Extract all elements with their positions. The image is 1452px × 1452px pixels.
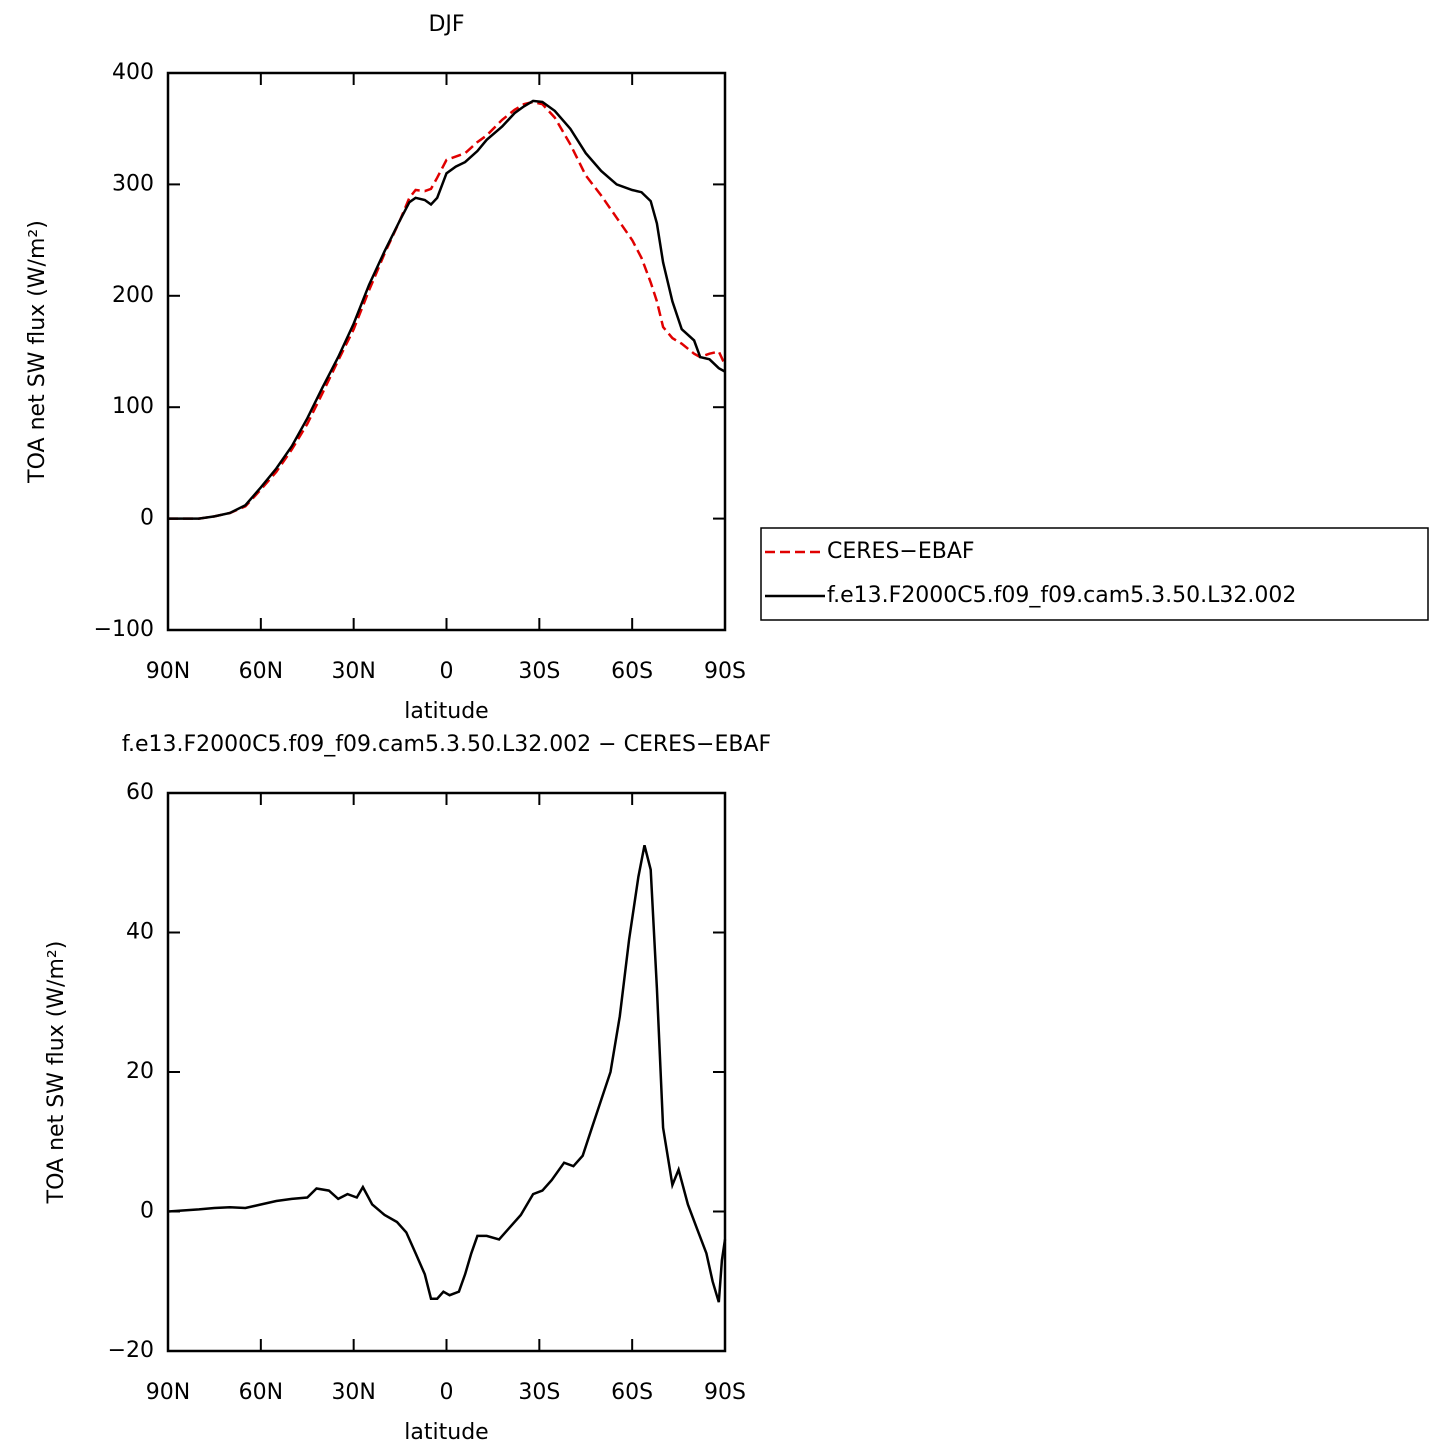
y-axis-label: TOA net SW flux (W/m²)	[44, 941, 69, 1205]
x-tick-label: 0	[440, 1380, 454, 1405]
x-tick-label: 30N	[331, 1380, 375, 1405]
x-tick-label: 90S	[704, 659, 746, 684]
legend-box	[760, 527, 1429, 621]
y-tick-label: 300	[112, 171, 154, 196]
x-tick-label: 30S	[518, 659, 560, 684]
y-tick-label: 0	[140, 506, 154, 531]
y-tick-label: 100	[112, 394, 154, 419]
x-tick-label: 30S	[518, 1380, 560, 1405]
y-tick-label: 40	[126, 920, 154, 945]
x-tick-label: 90N	[146, 1380, 190, 1405]
y-tick-label: 400	[112, 60, 154, 85]
y-tick-label: 200	[112, 283, 154, 308]
series-line	[168, 100, 727, 520]
plot-frame	[166, 791, 727, 1353]
x-tick-label: 60N	[239, 1380, 283, 1405]
x-tick-label: 30N	[331, 659, 375, 684]
y-tick-label: −100	[94, 617, 154, 642]
series-line	[168, 99, 726, 520]
plot-frame	[166, 71, 727, 632]
chart-title: DJF	[428, 12, 464, 37]
y-tick-label: 0	[140, 1199, 154, 1224]
y-tick-label: 20	[126, 1059, 154, 1084]
chart-title: f.e13.F2000C5.f09_f09.cam5.3.50.L32.002 …	[122, 732, 771, 757]
x-tick-label: 60S	[611, 659, 653, 684]
legend-label: f.e13.F2000C5.f09_f09.cam5.3.50.L32.002	[827, 583, 1296, 608]
x-tick-label: 60S	[611, 1380, 653, 1405]
x-tick-label: 0	[440, 659, 454, 684]
y-tick-label: 60	[126, 780, 154, 805]
x-axis-label: latitude	[404, 699, 488, 724]
x-tick-label: 90N	[146, 659, 190, 684]
x-axis-label: latitude	[404, 1420, 488, 1445]
y-axis-label: TOA net SW flux (W/m²)	[25, 220, 50, 484]
series-line	[167, 844, 727, 1303]
panel: f.e13.F2000C5.f09_f09.cam5.3.50.L32.002 …	[44, 732, 771, 1445]
legend-label: CERES−EBAF	[827, 539, 975, 564]
y-tick-label: −20	[108, 1338, 154, 1363]
x-tick-label: 90S	[704, 1380, 746, 1405]
x-tick-label: 60N	[239, 659, 283, 684]
panel: DJF latitude TOA net SW flux (W/m²) 90N 60N 3…	[25, 12, 1429, 724]
